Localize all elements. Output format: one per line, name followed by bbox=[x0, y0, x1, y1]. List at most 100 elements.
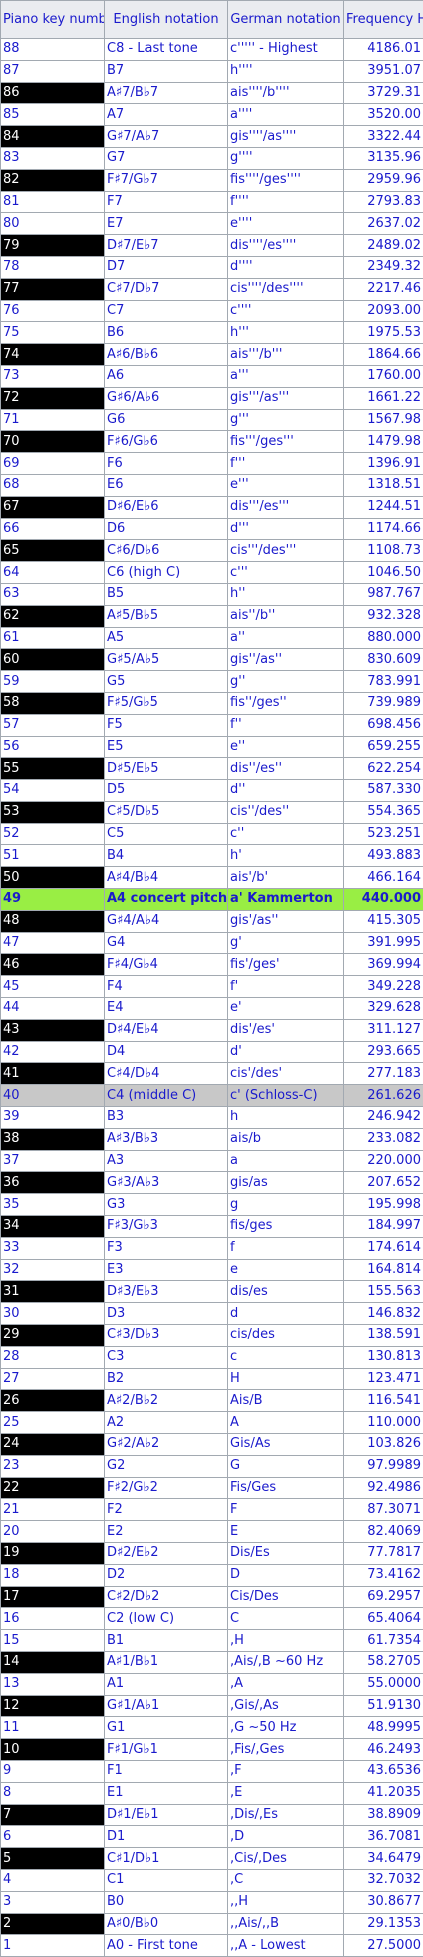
piano-key-number-cell: 14 bbox=[1, 1651, 105, 1673]
german-notation-cell: ,D bbox=[228, 1826, 344, 1848]
frequency-cell: 30.8677 bbox=[344, 1891, 423, 1913]
english-notation-cell: B1 bbox=[105, 1630, 228, 1652]
frequency-cell: 43.6536 bbox=[344, 1760, 423, 1782]
english-notation-cell: G5 bbox=[105, 671, 228, 693]
piano-key-number-cell: 37 bbox=[1, 1150, 105, 1172]
english-notation-cell: G6 bbox=[105, 409, 228, 431]
frequency-cell: 349.228 bbox=[344, 976, 423, 998]
frequency-cell: 1244.51 bbox=[344, 496, 423, 518]
german-notation-cell: dis'/es' bbox=[228, 1019, 344, 1041]
frequency-cell: 146.832 bbox=[344, 1303, 423, 1325]
german-notation-cell: ,,Ais/,,B bbox=[228, 1913, 344, 1935]
german-notation-cell: ,H bbox=[228, 1630, 344, 1652]
frequency-cell: 27.5000 bbox=[344, 1935, 423, 1957]
frequency-cell: 293.665 bbox=[344, 1041, 423, 1063]
german-notation-cell: gis''/as'' bbox=[228, 649, 344, 671]
german-notation-cell: ,Fis/,Ges bbox=[228, 1739, 344, 1761]
german-notation-cell: fis''''/ges'''' bbox=[228, 169, 344, 191]
english-notation-cell: B3 bbox=[105, 1107, 228, 1129]
english-notation-cell: A♯3/B♭3 bbox=[105, 1128, 228, 1150]
piano-key-number-cell: 60 bbox=[1, 649, 105, 671]
german-notation-cell: d''' bbox=[228, 518, 344, 540]
frequency-cell: 329.628 bbox=[344, 998, 423, 1020]
piano-key-number-cell: 31 bbox=[1, 1281, 105, 1303]
german-notation-cell: H bbox=[228, 1368, 344, 1390]
english-notation-cell: B2 bbox=[105, 1368, 228, 1390]
piano-key-number-cell: 16 bbox=[1, 1608, 105, 1630]
english-notation-cell: E4 bbox=[105, 998, 228, 1020]
english-notation-cell: A♯5/B♭5 bbox=[105, 605, 228, 627]
german-notation-cell: a' Kammerton bbox=[228, 889, 344, 911]
frequency-cell: 220.000 bbox=[344, 1150, 423, 1172]
german-notation-cell: ,A bbox=[228, 1673, 344, 1695]
frequency-cell: 87.3071 bbox=[344, 1499, 423, 1521]
frequency-cell: 2793.83 bbox=[344, 191, 423, 213]
frequency-cell: 3520.00 bbox=[344, 104, 423, 126]
german-notation-cell: f' bbox=[228, 976, 344, 998]
english-notation-cell: B6 bbox=[105, 322, 228, 344]
frequency-cell: 48.9995 bbox=[344, 1717, 423, 1739]
german-notation-cell: cis'''/des''' bbox=[228, 540, 344, 562]
piano-key-number-cell: 25 bbox=[1, 1412, 105, 1434]
english-notation-cell: D7 bbox=[105, 256, 228, 278]
german-notation-cell: h'''' bbox=[228, 60, 344, 82]
piano-key-number-cell: 10 bbox=[1, 1739, 105, 1761]
piano-key-number-cell: 4 bbox=[1, 1869, 105, 1891]
german-notation-cell: c''' bbox=[228, 562, 344, 584]
english-notation-cell: G1 bbox=[105, 1717, 228, 1739]
german-notation-cell: h' bbox=[228, 845, 344, 867]
piano-key-number-cell: 34 bbox=[1, 1216, 105, 1238]
german-notation-cell: e'''' bbox=[228, 213, 344, 235]
frequency-cell: 2959.96 bbox=[344, 169, 423, 191]
german-notation-cell: g''' bbox=[228, 409, 344, 431]
frequency-cell: 311.127 bbox=[344, 1019, 423, 1041]
english-notation-cell: C3 bbox=[105, 1346, 228, 1368]
english-notation-cell: G3 bbox=[105, 1194, 228, 1216]
english-notation-cell: B0 bbox=[105, 1891, 228, 1913]
frequency-cell: 138.591 bbox=[344, 1325, 423, 1347]
piano-key-number-cell: 59 bbox=[1, 671, 105, 693]
frequency-cell: 61.7354 bbox=[344, 1630, 423, 1652]
german-notation-cell: c''''' - Highest bbox=[228, 39, 344, 61]
english-notation-cell: D5 bbox=[105, 780, 228, 802]
piano-key-number-cell: 47 bbox=[1, 932, 105, 954]
frequency-cell: 65.4064 bbox=[344, 1608, 423, 1630]
piano-key-number-cell: 55 bbox=[1, 758, 105, 780]
english-notation-cell: D♯1/E♭1 bbox=[105, 1804, 228, 1826]
piano-key-number-cell: 9 bbox=[1, 1760, 105, 1782]
frequency-cell: 155.563 bbox=[344, 1281, 423, 1303]
piano-key-number-cell: 22 bbox=[1, 1477, 105, 1499]
piano-key-number-cell: 68 bbox=[1, 474, 105, 496]
german-notation-cell: ,Gis/,As bbox=[228, 1695, 344, 1717]
german-notation-cell: dis''''/es'''' bbox=[228, 235, 344, 257]
german-notation-cell: cis''''/des'''' bbox=[228, 278, 344, 300]
german-notation-cell: e bbox=[228, 1259, 344, 1281]
header-row: Piano key number English notation German… bbox=[1, 1, 423, 39]
german-notation-cell: Ais/B bbox=[228, 1390, 344, 1412]
german-notation-cell: f''' bbox=[228, 453, 344, 475]
piano-key-number-cell: 85 bbox=[1, 104, 105, 126]
english-notation-cell: C♯5/D♭5 bbox=[105, 801, 228, 823]
table-header: Piano key number English notation German… bbox=[1, 1, 423, 39]
piano-key-number-cell: 50 bbox=[1, 867, 105, 889]
english-notation-cell: B7 bbox=[105, 60, 228, 82]
english-notation-cell: D♯7/E♭7 bbox=[105, 235, 228, 257]
frequency-cell: 415.305 bbox=[344, 910, 423, 932]
english-notation-cell: D♯2/E♭2 bbox=[105, 1542, 228, 1564]
english-notation-cell: C5 bbox=[105, 823, 228, 845]
piano-key-number-cell: 17 bbox=[1, 1586, 105, 1608]
